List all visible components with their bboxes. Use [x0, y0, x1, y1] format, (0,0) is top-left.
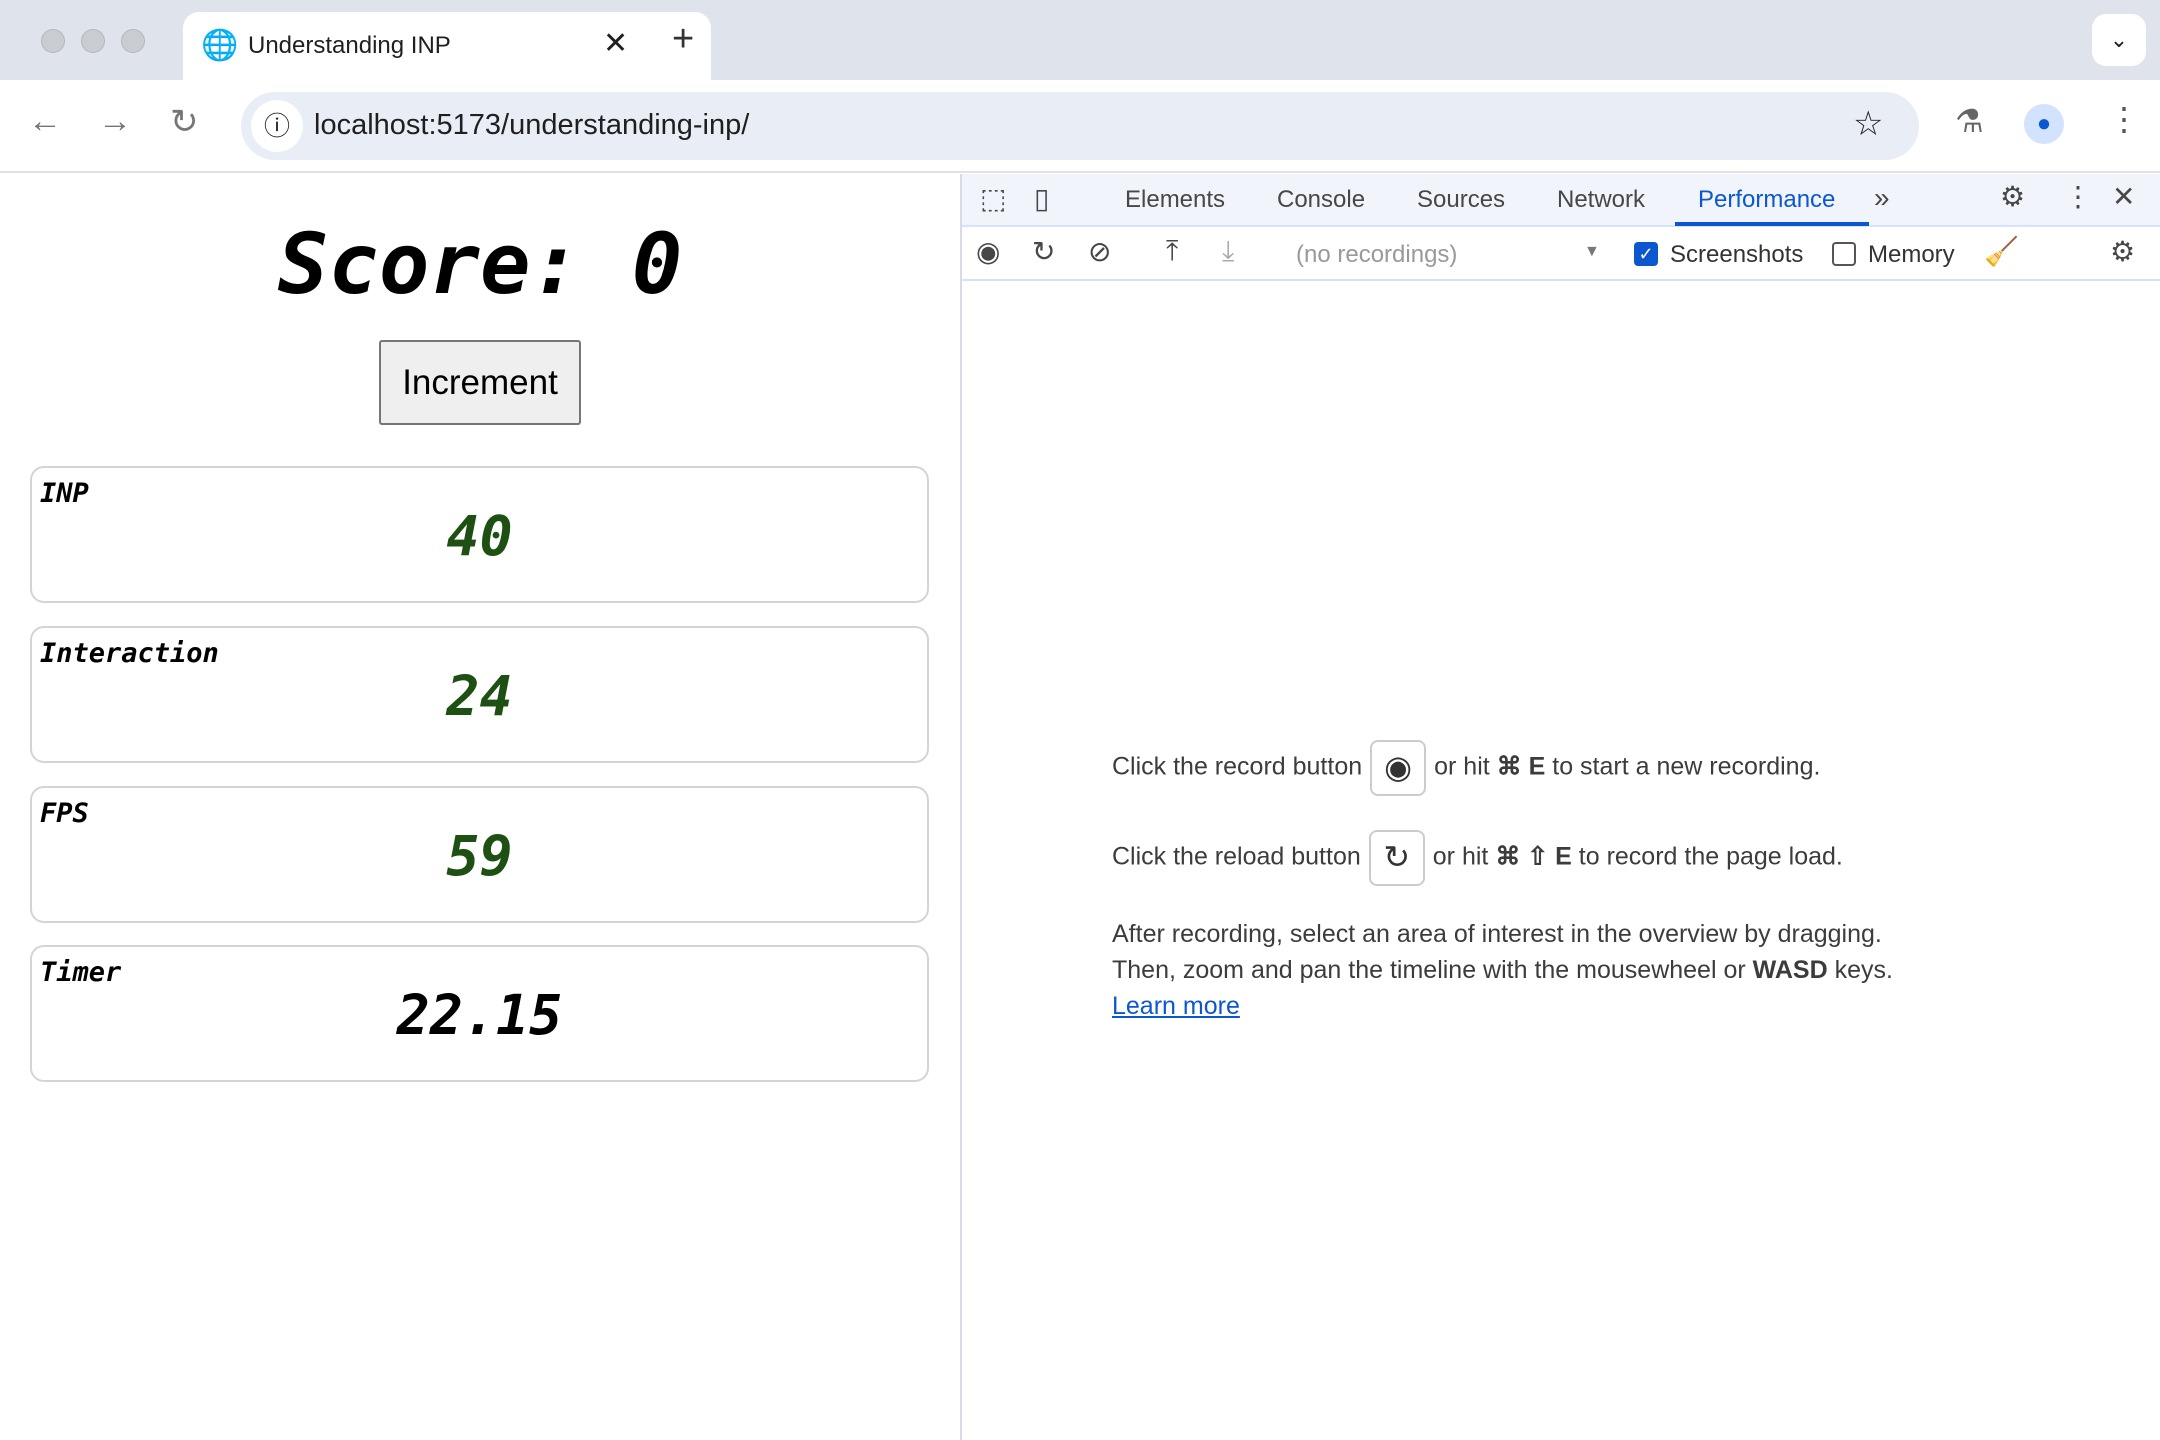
more-tabs-chevron-icon[interactable]: » [1874, 182, 1890, 213]
record-instruction: Click the record button ◉ or hit ⌘ E to st… [1112, 740, 1820, 796]
reload-button-hint[interactable]: ↻ [1368, 830, 1425, 886]
zoom-pan-text: Then, zoom and pan the timeline with the… [1112, 956, 1893, 985]
card-label: FPS [40, 798, 89, 829]
upload-icon[interactable]: ⤒ [1166, 235, 1179, 266]
text: Click the reload button [1112, 842, 1361, 871]
interaction-card: Interaction 24 [30, 626, 929, 763]
text: keys. [1834, 956, 1893, 984]
reload-record-icon[interactable]: ↻ [1032, 236, 1056, 267]
capture-settings-gear-icon[interactable]: ⚙ [2110, 236, 2136, 267]
devtools-tab-bar: ⬚ ▯ Elements Console Sources Network Per… [962, 174, 2160, 227]
back-button[interactable]: ← [28, 102, 62, 140]
increment-button[interactable]: Increment [379, 340, 581, 425]
close-devtools-icon[interactable]: ✕ [2112, 181, 2136, 212]
download-icon[interactable]: ⤓ [1222, 235, 1235, 266]
text: Click the record button [1112, 752, 1363, 781]
fps-card: FPS 59 [30, 786, 929, 923]
reload-button[interactable]: ↻ [170, 103, 199, 141]
card-label: Interaction [40, 638, 219, 669]
dropdown-arrow-icon[interactable]: ▼ [1584, 243, 1600, 260]
more-options-icon[interactable]: ⋮ [2064, 181, 2092, 212]
memory-label: Memory [1868, 241, 1955, 268]
card-value: 22.15 [396, 983, 563, 1047]
menu-kebab-icon[interactable]: ⋮ [2108, 101, 2140, 137]
inp-card: INP 40 [30, 466, 929, 603]
score-value: 0 [631, 215, 683, 313]
address-bar[interactable]: ⓘ localhost:5173/understanding-inp/ ☆ [241, 92, 1919, 160]
settings-gear-icon[interactable]: ⚙ [2000, 181, 2026, 212]
tab-strip: 🌐 Understanding INP ✕ + ⌄ [0, 0, 2160, 80]
shortcut: ⌘ ⇧ E [1495, 842, 1572, 871]
devtools-panel: ⬚ ▯ Elements Console Sources Network Per… [960, 174, 2160, 1440]
tab-search-button[interactable]: ⌄ [2092, 14, 2146, 66]
after-recording-text: After recording, select an area of inter… [1112, 920, 1882, 948]
text: to record the page load. [1578, 842, 1843, 871]
tab-console[interactable]: Console [1277, 186, 1366, 213]
clear-icon[interactable]: ⊘ [1088, 236, 1112, 267]
screenshots-checkbox[interactable]: ✓ [1634, 242, 1658, 266]
profile-avatar[interactable]: ● [2024, 104, 2064, 144]
device-toolbar-icon[interactable]: ▯ [1034, 183, 1050, 214]
tab-title: Understanding INP [248, 32, 451, 59]
text: Then, zoom and pan the timeline with the… [1112, 956, 1746, 984]
bookmark-star-icon[interactable]: ☆ [1853, 105, 1884, 143]
screenshots-label: Screenshots [1670, 241, 1804, 268]
globe-icon: 🌐 [201, 29, 239, 62]
text: to start a new recording. [1552, 752, 1821, 781]
record-button-hint[interactable]: ◉ [1370, 740, 1427, 796]
record-icon[interactable]: ◉ [976, 236, 1001, 267]
score-heading: Score: 0 [0, 215, 960, 313]
card-value: 59 [446, 824, 513, 888]
tab-network[interactable]: Network [1557, 186, 1646, 213]
text: or hit [1432, 842, 1489, 871]
minimize-window-button[interactable] [81, 29, 105, 53]
zoom-window-button[interactable] [121, 29, 145, 53]
inspect-element-icon[interactable]: ⬚ [980, 183, 1007, 214]
card-value: 24 [446, 664, 513, 728]
performance-toolbar: ◉ ↻ ⊘ ⤒ ⤓ (no recordings) ▼ ✓ Screenshot… [962, 227, 2160, 281]
shortcut: WASD [1752, 956, 1828, 984]
shortcut: ⌘ E [1496, 752, 1546, 781]
browser-toolbar: ← → ↻ ⓘ localhost:5173/understanding-inp… [0, 80, 2160, 173]
timer-card: Timer 22.15 [30, 945, 929, 1082]
forward-button[interactable]: → [98, 102, 132, 140]
card-label: Timer [40, 957, 122, 988]
reload-instruction: Click the reload button ↻ or hit ⌘ ⇧ E to … [1112, 830, 1843, 886]
labs-flask-icon[interactable]: ⚗ [1955, 103, 1984, 139]
recordings-select[interactable]: (no recordings) [1296, 241, 1458, 268]
card-value: 40 [446, 504, 513, 568]
tab-elements[interactable]: Elements [1125, 186, 1226, 213]
close-window-button[interactable] [41, 29, 65, 53]
close-tab-icon[interactable]: ✕ [603, 27, 629, 60]
new-tab-button[interactable]: + [672, 18, 695, 60]
learn-more-link[interactable]: Learn more [1112, 992, 1240, 1020]
card-label: INP [40, 478, 89, 509]
tab-sources[interactable]: Sources [1417, 186, 1506, 213]
browser-tab[interactable]: 🌐 Understanding INP ✕ [183, 12, 711, 80]
memory-checkbox[interactable] [1832, 242, 1856, 266]
tab-performance[interactable]: Performance [1698, 186, 1836, 213]
garbage-collect-broom-icon[interactable]: 🧹 [1984, 236, 2019, 267]
active-tab-indicator [1675, 222, 1869, 226]
text: or hit [1434, 752, 1490, 781]
site-info-icon[interactable]: ⓘ [251, 100, 303, 152]
score-label: Score: [277, 215, 582, 313]
url-text[interactable]: localhost:5173/understanding-inp/ [314, 109, 750, 141]
